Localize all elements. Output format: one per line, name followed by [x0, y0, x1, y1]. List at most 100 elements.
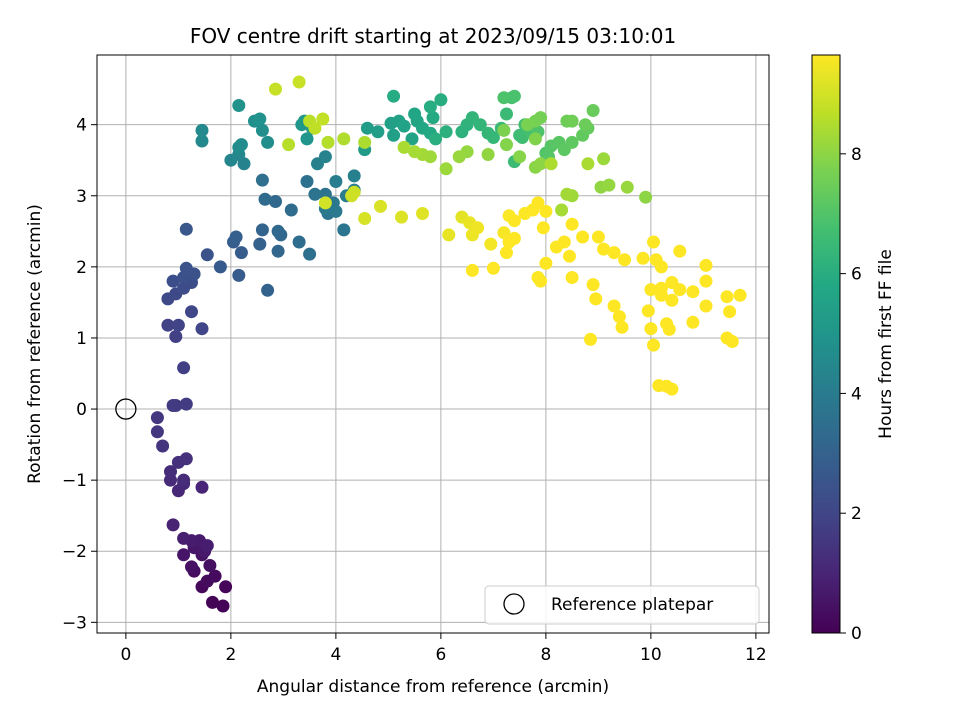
- data-point: [200, 574, 214, 588]
- data-point: [620, 180, 634, 194]
- data-point: [589, 292, 603, 306]
- data-point: [213, 260, 227, 274]
- data-point: [699, 258, 713, 272]
- data-point: [565, 114, 579, 128]
- data-point: [423, 100, 437, 114]
- data-points: [115, 75, 747, 613]
- y-tick-label: 2: [76, 258, 87, 278]
- data-point: [500, 246, 513, 260]
- data-point: [507, 89, 521, 103]
- colorbar-ticks: 0 2 4 6 8: [840, 145, 862, 644]
- data-point: [442, 228, 456, 242]
- data-point: [232, 99, 246, 112]
- data-point: [723, 305, 737, 319]
- data-point: [308, 187, 322, 201]
- data-point: [358, 135, 372, 149]
- data-point: [686, 285, 700, 299]
- data-point: [654, 281, 668, 295]
- data-point: [169, 399, 183, 412]
- data-point: [387, 89, 401, 103]
- data-point: [473, 118, 487, 132]
- data-point: [439, 125, 453, 139]
- data-point: [484, 237, 498, 251]
- data-point: [177, 531, 191, 545]
- data-point: [150, 425, 164, 439]
- data-point: [156, 439, 170, 453]
- data-point: [500, 138, 513, 152]
- data-point: [177, 548, 191, 562]
- y-axis-label: Rotation from reference (arcmin): [25, 204, 45, 484]
- data-point: [405, 132, 419, 146]
- data-point: [555, 203, 569, 217]
- data-point: [644, 283, 658, 297]
- data-point: [513, 150, 527, 164]
- data-point: [539, 204, 553, 218]
- data-point: [563, 249, 576, 263]
- data-point: [673, 244, 687, 258]
- data-point: [720, 290, 734, 304]
- data-point: [673, 283, 687, 297]
- data-point: [647, 338, 660, 352]
- data-point: [303, 247, 317, 261]
- y-axis-ticks: −3 −2 −1 0 1 2 3 4: [62, 116, 97, 633]
- data-point: [397, 119, 411, 133]
- data-point: [234, 246, 248, 260]
- data-point: [261, 283, 275, 297]
- y-tick-label: 4: [76, 116, 87, 136]
- data-point: [452, 150, 466, 164]
- data-point: [434, 93, 448, 107]
- data-point: [321, 135, 335, 149]
- data-point: [234, 138, 248, 152]
- y-tick-label: −2: [62, 542, 87, 562]
- data-point: [200, 539, 214, 553]
- data-point: [177, 361, 191, 375]
- data-point: [179, 397, 193, 411]
- x-tick-label: 8: [540, 645, 551, 665]
- data-point: [185, 560, 198, 574]
- data-point: [639, 190, 653, 204]
- legend-box: [484, 585, 760, 625]
- data-point: [292, 235, 306, 249]
- data-point: [584, 332, 597, 346]
- colorbar-tick-label: 4: [851, 384, 862, 404]
- data-point: [408, 145, 422, 159]
- data-point: [662, 322, 676, 336]
- x-axis-label: Angular distance from reference (arcmin): [257, 677, 609, 697]
- data-point: [219, 580, 233, 594]
- x-tick-label: 4: [330, 645, 341, 665]
- data-point: [195, 134, 209, 148]
- data-point: [521, 118, 534, 132]
- data-point: [699, 274, 713, 288]
- colorbar-tick-label: 2: [851, 504, 862, 524]
- data-point: [486, 131, 500, 144]
- data-point: [565, 271, 579, 284]
- data-point: [636, 251, 650, 265]
- data-point: [171, 318, 185, 332]
- legend: Reference platepar: [484, 585, 760, 625]
- data-point: [534, 157, 548, 171]
- data-point: [166, 518, 180, 532]
- data-point: [607, 246, 621, 260]
- colorbar-gradient: [812, 55, 840, 633]
- data-point: [345, 189, 359, 203]
- data-point: [665, 293, 679, 307]
- chart-title: FOV centre drift starting at 2023/09/15 …: [190, 24, 676, 48]
- data-point: [300, 132, 314, 146]
- y-tick-label: 3: [76, 187, 87, 207]
- data-point: [486, 261, 500, 275]
- data-point: [166, 274, 180, 288]
- y-tick-label: 1: [76, 329, 87, 349]
- data-point: [618, 253, 632, 267]
- data-point: [179, 222, 193, 236]
- data-point: [507, 214, 521, 228]
- data-point: [195, 322, 209, 336]
- data-point: [565, 217, 579, 231]
- data-point: [258, 192, 272, 206]
- data-point: [271, 244, 285, 258]
- data-point: [318, 150, 332, 164]
- data-point: [665, 382, 679, 396]
- data-point: [465, 263, 479, 277]
- data-point: [329, 175, 343, 188]
- data-point: [539, 256, 553, 270]
- x-tick-label: 12: [745, 645, 767, 665]
